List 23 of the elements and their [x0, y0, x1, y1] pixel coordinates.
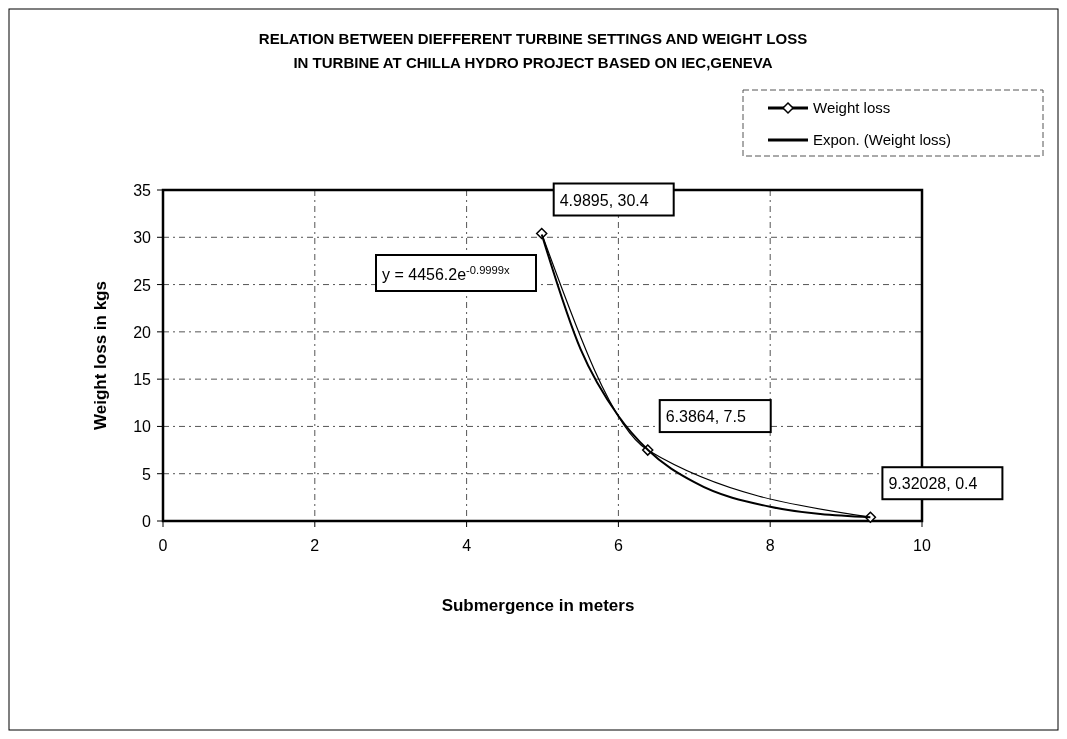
x-tick-label: 6 — [613, 537, 623, 554]
x-tick-label: 2 — [310, 537, 320, 554]
annotation: 6.3864, 7.5 — [665, 408, 746, 426]
y-tick-label: 35 — [133, 182, 152, 199]
y-tick-label: 30 — [133, 229, 152, 247]
annotation: 4.9895, 30.4 — [559, 191, 649, 209]
x-axis-title: Submergence in meters — [441, 596, 635, 615]
y-tick-label: 15 — [133, 371, 152, 389]
y-tick-label: 0 — [142, 513, 152, 530]
x-tick-label: 0 — [158, 537, 168, 554]
x-tick-label: 8 — [765, 537, 775, 554]
legend-label: Weight loss — [813, 99, 891, 116]
y-tick-label: 5 — [142, 465, 152, 483]
chart-title: RELATION BETWEEN DIEFFERENT TURBINE SETTINGS AND WEIGHT LOSS IN TURBINE AT CHILLA HYDRO PROJECT BASED ON IEC,GENEVA — [258, 30, 808, 71]
x-tick-label: 10 — [913, 537, 931, 554]
y-tick-label: 20 — [133, 323, 152, 341]
y-axis-title: Weight loss in kgs — [91, 281, 110, 430]
y-tick-label: 10 — [133, 418, 152, 436]
y-tick-label: 25 — [133, 276, 152, 294]
legend-label: Expon. (Weight loss) — [813, 131, 952, 148]
annotation: y = 4456.2e$^{-0.9999x}$ — [382, 264, 511, 283]
x-tick-label: 4 — [462, 537, 472, 554]
annotation: 9.32028, 0.4 — [888, 475, 978, 493]
